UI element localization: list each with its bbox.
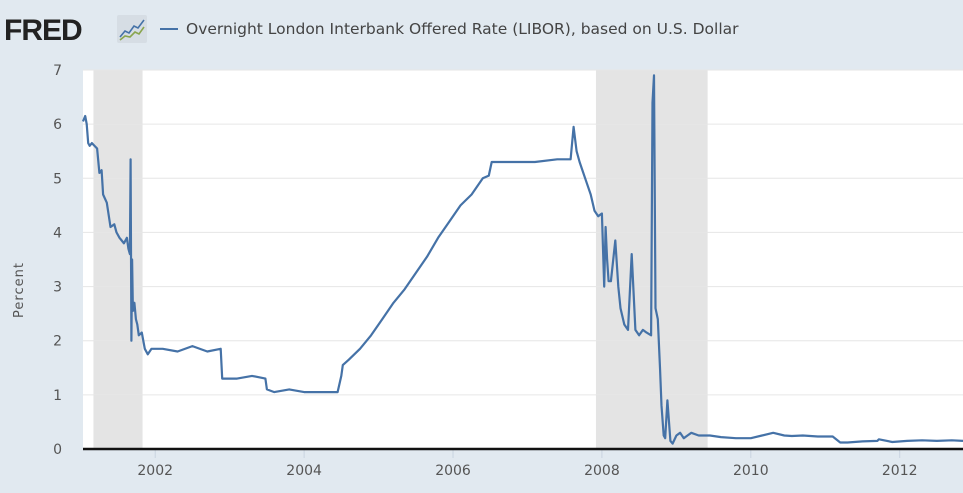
chart-header: FRED Overnight London Interbank Offered … (0, 0, 963, 60)
y-tick-label: 5 (53, 171, 62, 187)
recession-bands (93, 70, 708, 449)
y-tick-label: 0 (53, 442, 62, 458)
y-tick-label: 1 (53, 388, 62, 404)
legend-swatch (160, 28, 178, 30)
y-tick-label: 2 (53, 334, 62, 350)
x-axis-ticks: 2002 2004 2006 2008 2010 2012 (137, 450, 918, 479)
legend[interactable]: Overnight London Interbank Offered Rate … (160, 20, 739, 38)
recession-band (93, 70, 143, 449)
x-tick-label: 2006 (435, 463, 471, 479)
y-tick-label: 7 (53, 63, 62, 79)
series-line[interactable] (81, 74, 963, 445)
fred-graph-icon (117, 15, 147, 43)
y-axis-label: Percent (12, 262, 27, 318)
legend-label: Overnight London Interbank Offered Rate … (186, 20, 739, 38)
x-tick-label: 2010 (733, 463, 769, 479)
y-tick-label: 3 (53, 280, 62, 296)
plot-area (83, 70, 963, 449)
x-tick-label: 2004 (286, 463, 322, 479)
x-tick-label: 2008 (584, 463, 620, 479)
x-tick-label: 2012 (882, 463, 918, 479)
y-axis-ticks: 0 1 2 3 4 5 6 7 (53, 63, 62, 458)
fred-logo[interactable]: FRED (4, 14, 83, 47)
y-tick-label: 6 (53, 117, 62, 133)
y-tick-label: 4 (53, 225, 62, 241)
gridlines (83, 69, 963, 396)
x-tick-label: 2002 (137, 463, 173, 479)
